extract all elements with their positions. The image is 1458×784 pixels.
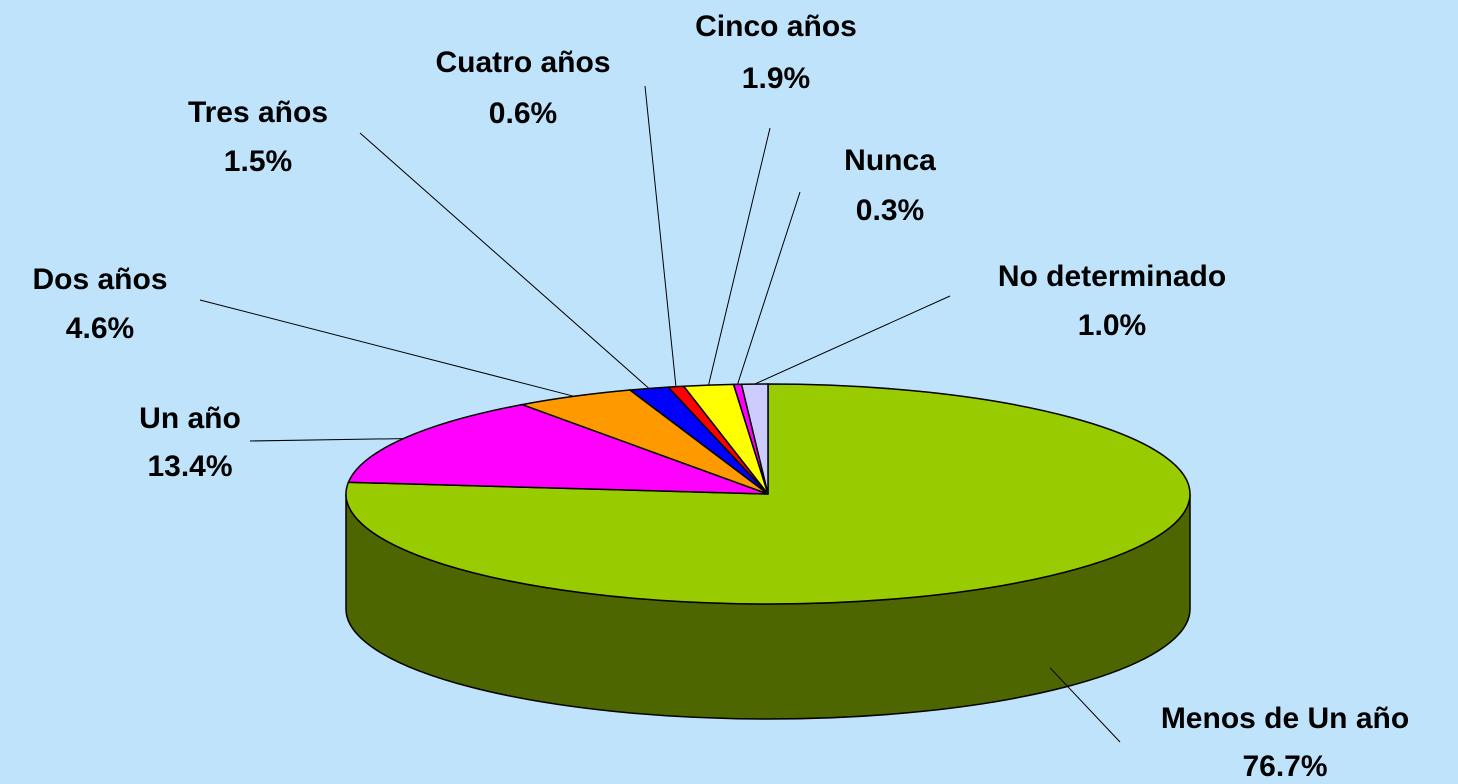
leader-line [708,127,771,386]
label-name: Nunca [844,144,936,177]
label-value: 13.4% [147,450,232,483]
label-value: 0.3% [856,194,924,227]
label-value: 76.7% [1242,750,1327,783]
leader-line [359,132,650,389]
label-name: No determinado [998,260,1226,293]
leader-line [644,85,677,387]
label-name: Cuatro años [435,46,610,79]
label-value: 0.6% [489,97,557,130]
leader-line [199,299,575,397]
label-name: Menos de Un año [1161,702,1409,735]
label-value: 1.5% [224,145,292,178]
label-value: 1.9% [742,62,810,95]
leader-line [1049,667,1121,743]
pie-slice [347,403,769,495]
leader-line [754,295,951,385]
label-name: Cinco años [695,10,857,43]
label-name: Dos años [32,263,167,296]
pie-slice [740,383,769,495]
label-name: Tres años [188,96,328,129]
leader-line [249,438,404,442]
leader-line [737,191,801,385]
label-value: 4.6% [66,312,134,345]
label-name: Un año [139,402,241,435]
label-value: 1.0% [1078,309,1146,342]
